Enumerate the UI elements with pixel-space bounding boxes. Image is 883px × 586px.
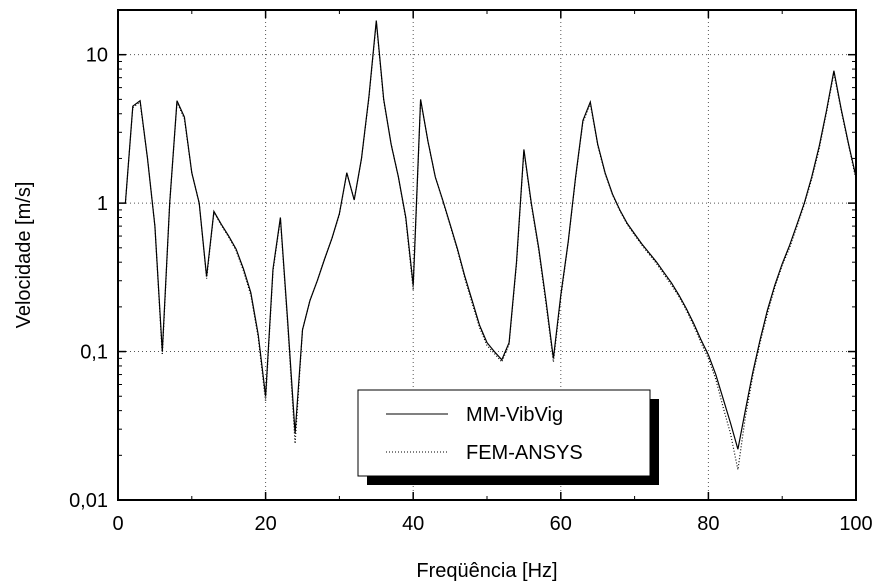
legend: MM-VibVig FEM-ANSYS	[357, 389, 659, 485]
x-tick-label: 80	[697, 513, 719, 535]
y-tick-label: 0,1	[80, 342, 108, 364]
y-axis-title: Velocidade [m/s]	[13, 182, 35, 329]
x-axis-title: Freqüência [Hz]	[416, 560, 557, 582]
legend-label-mm-vibvig: MM-VibVig	[466, 404, 563, 426]
y-tick-label: 0,01	[69, 490, 108, 512]
y-tick-label: 10	[86, 45, 108, 67]
x-tick-label: 100	[839, 513, 872, 535]
series-line-fem-ansys	[124, 22, 857, 470]
axis-ticks	[117, 10, 857, 501]
legend-label-fem-ansys: FEM-ANSYS	[466, 442, 583, 464]
x-tick-label: 60	[550, 513, 572, 535]
x-tick-label: 0	[112, 513, 123, 535]
legend-box	[357, 389, 651, 477]
x-tick-label: 20	[254, 513, 276, 535]
series-line-mm-vibvig	[124, 20, 857, 450]
plot-series	[124, 20, 857, 470]
tick-labels: 0 20 40 60 80 100 0,01 0,1 1 10	[69, 45, 873, 535]
x-tick-label: 40	[402, 513, 424, 535]
y-tick-label: 1	[97, 193, 108, 215]
